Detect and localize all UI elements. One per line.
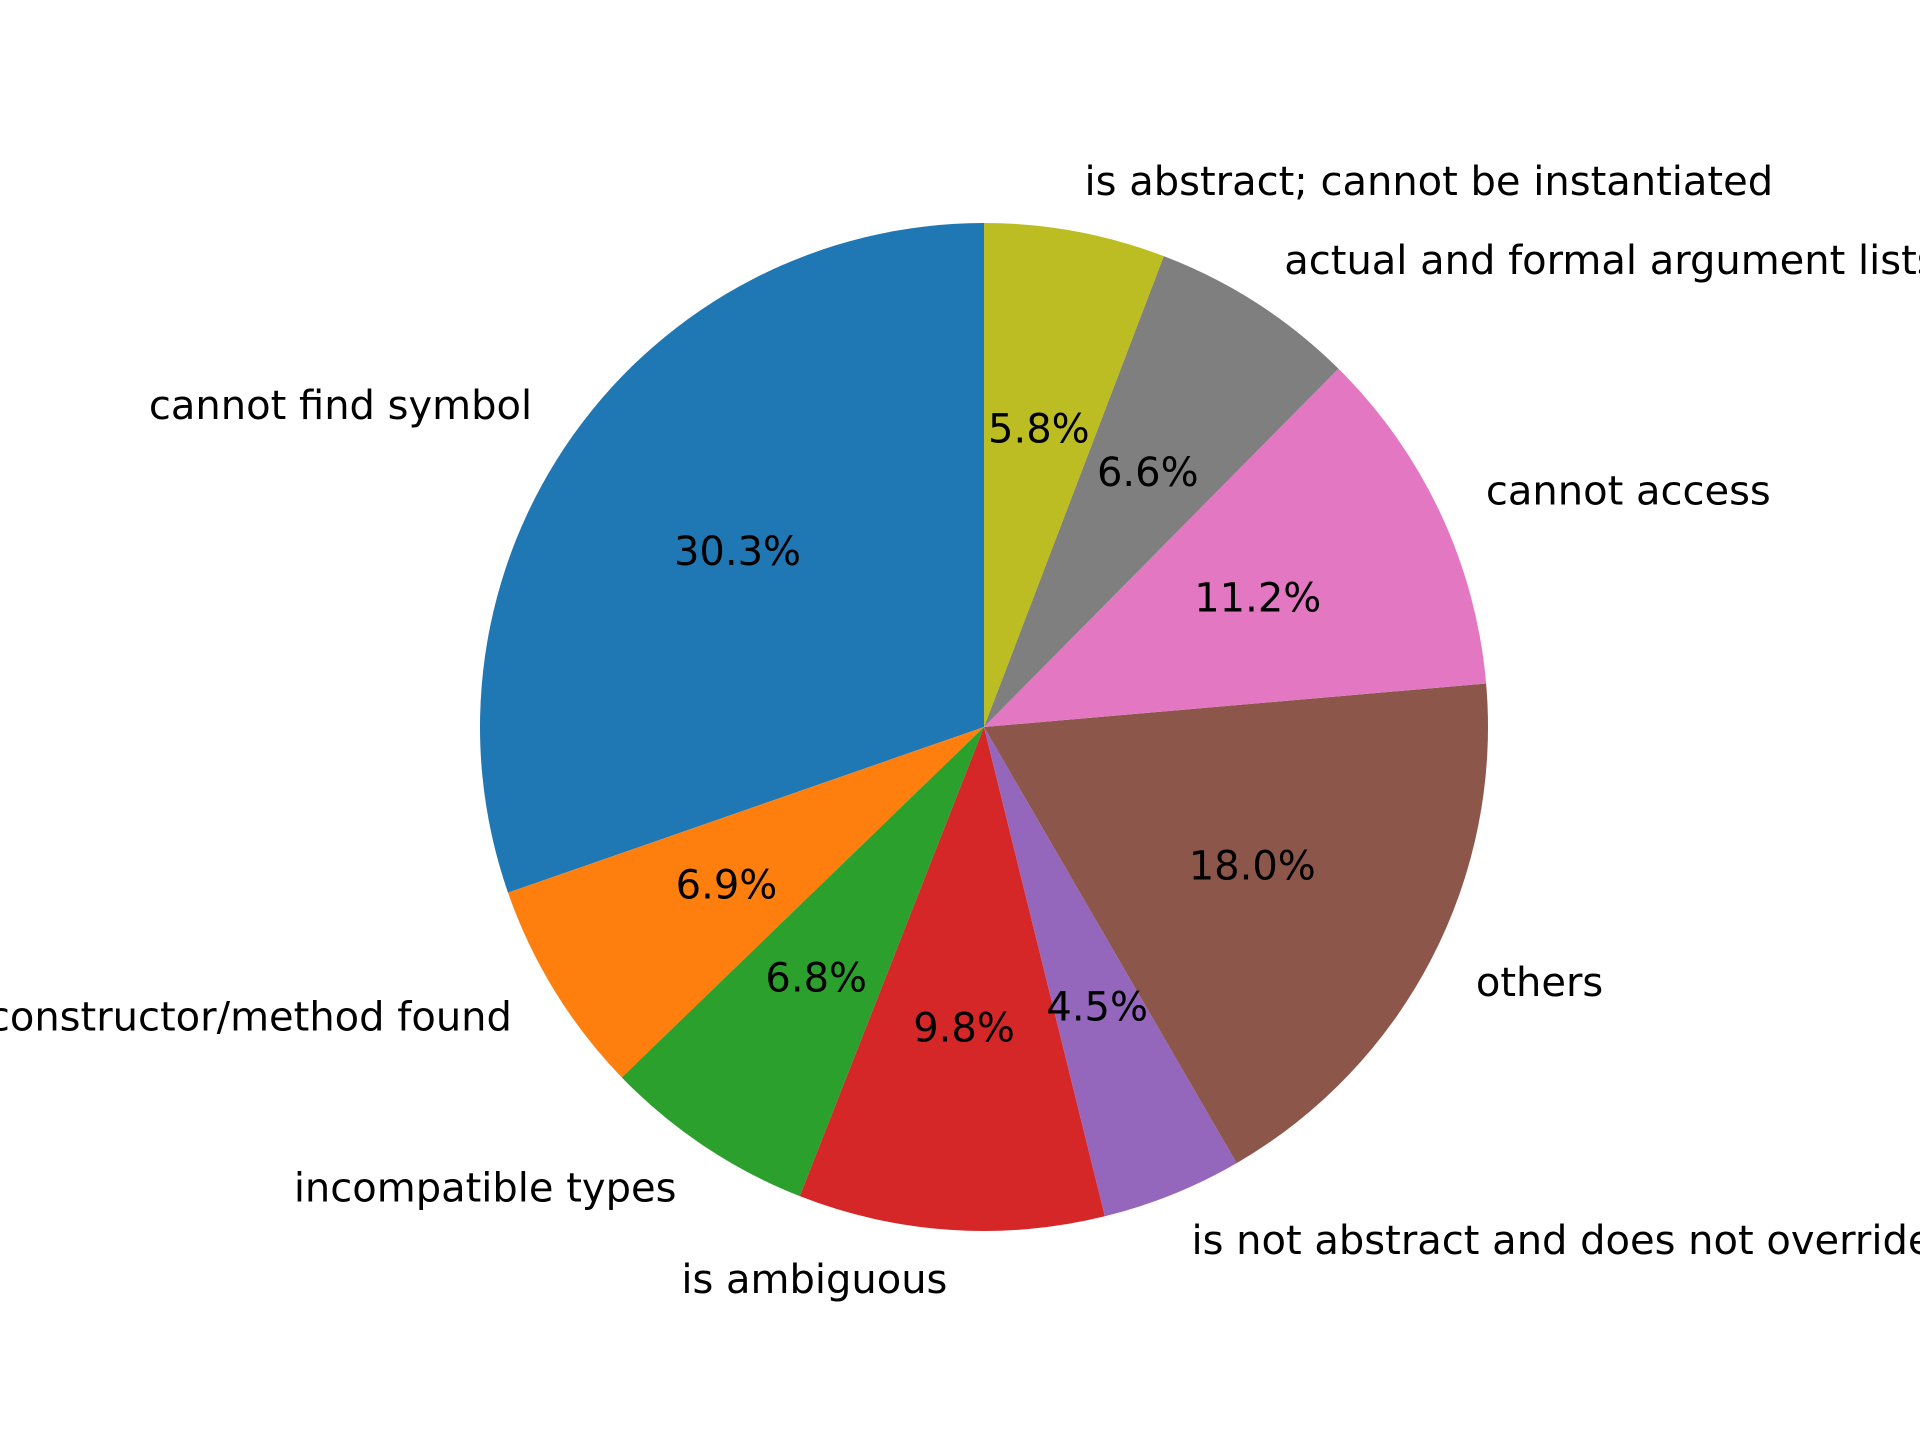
pie-slice-no-suitable-constructor-method-found	[508, 727, 984, 1078]
pie-slice-is-abstract-cannot-be-instantiated	[984, 223, 1164, 727]
pie-slice-is-not-abstract-and-does-not-override-abstract-method	[984, 727, 1237, 1217]
percent-label-incompatible-types: 6.8%	[765, 956, 867, 1002]
category-label-cannot-access: cannot access	[1486, 469, 1771, 515]
category-label-incompatible-types: incompatible types	[294, 1165, 677, 1211]
percent-labels-layer: 30.3% 6.9% 6.8% 9.8% 4.5% 18.0% 11.2% 6.6%5.8%	[674, 407, 1321, 1052]
slices-layer	[479, 223, 1488, 1232]
pie-slice-actual-and-formal-argument-lists-differ-in-length	[984, 256, 1339, 727]
percent-label-is-abstract-cannot-be-instantiated: 5.8%	[988, 407, 1090, 453]
category-label-actual-and-formal-argument-lists-differ-in-length: actual and formal argument lists differ …	[1284, 238, 1920, 284]
percent-label-no-suitable-constructor-method-found: 6.9%	[676, 863, 778, 909]
percent-label-cannot-access: 11.2%	[1194, 576, 1321, 622]
pie-slice-is-ambiguous	[799, 727, 1105, 1232]
category-labels-layer: cannot find symbol no suitable constructo…	[0, 159, 1920, 1303]
pie-slice-incompatible-types	[621, 727, 984, 1197]
pie-slice-cannot-access	[984, 368, 1487, 727]
percent-label-is-not-abstract-and-does-not-override-abstract-method: 4.5%	[1046, 984, 1148, 1030]
category-label-is-ambiguous: is ambiguous	[681, 1257, 947, 1303]
category-label-is-not-abstract-and-does-not-override-abstract-method: is not abstract and does not override ab…	[1192, 1218, 1920, 1264]
pie-slice-cannot-find-symbol	[479, 223, 984, 893]
percent-label-others: 18.0%	[1189, 844, 1316, 890]
percent-label-actual-and-formal-argument-lists-differ-in-length: 6.6%	[1097, 450, 1199, 496]
category-label-no-suitable-constructor-method-found: no suitable constructor/method found	[0, 995, 512, 1041]
percent-label-cannot-find-symbol: 30.3%	[674, 529, 801, 575]
category-label-cannot-find-symbol: cannot find symbol	[149, 383, 532, 429]
percent-label-is-ambiguous: 9.8%	[913, 1006, 1015, 1052]
category-label-others: others	[1476, 960, 1603, 1006]
pie-slice-others	[984, 683, 1488, 1164]
category-label-is-abstract-cannot-be-instantiated: is abstract; cannot be instantiated	[1085, 159, 1774, 205]
